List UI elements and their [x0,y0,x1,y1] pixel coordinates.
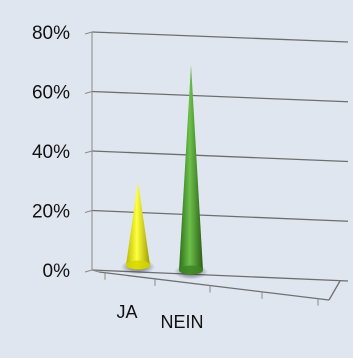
grid-line-2 [91,150,349,163]
side-edge [91,269,100,273]
grid-lines [84,31,349,282]
floor-right-edge [328,280,341,301]
cone-ja [126,181,150,270]
cone-nein-base [179,265,203,275]
y-tick-label-3: 60% [32,83,70,104]
category-label-ja: JA [116,302,137,322]
grid-line-4 [91,31,349,43]
x-axis-categories: JA NEIN [116,302,203,332]
category-label-nein: NEIN [160,312,203,332]
y-tick-label-4: 80% [32,23,70,44]
floor-front-edge [98,271,330,301]
y-tick-mark-1 [84,210,93,213]
cone-ja-base [126,260,150,270]
y-tick-label-0: 0% [43,261,71,282]
y-tick-mark-2 [84,150,93,154]
grid-line-3 [91,90,349,103]
cone-nein [179,64,203,275]
y-tick-label-2: 40% [32,142,70,163]
cone-series [121,64,208,280]
y-tick-label-1: 20% [32,202,70,223]
y-tick-mark-3 [84,91,93,94]
y-axis-ticks: 0% 20% 40% 60% 80% [32,23,70,282]
y-tick-mark-4 [84,31,93,35]
y-tick-mark-0 [84,269,93,273]
chart-floor [98,271,341,306]
grid-line-1 [91,209,349,222]
